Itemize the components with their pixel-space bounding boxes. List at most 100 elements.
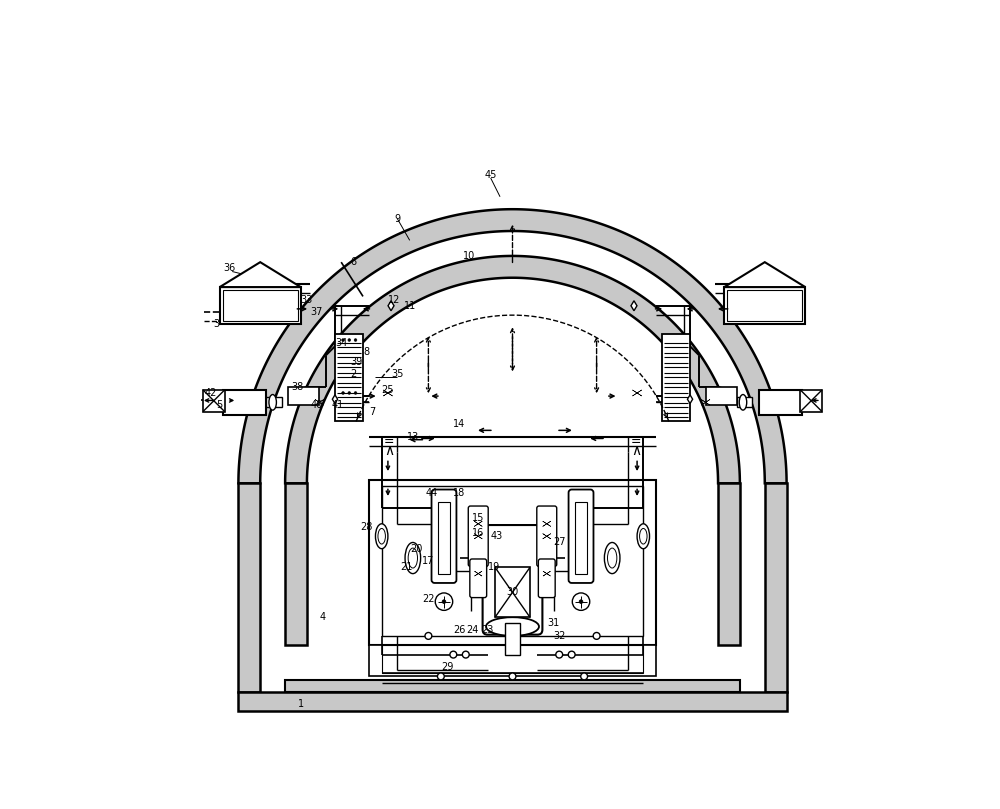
Bar xyxy=(369,646,656,676)
Polygon shape xyxy=(701,400,710,405)
Text: 3: 3 xyxy=(214,320,220,329)
Text: 5: 5 xyxy=(217,400,223,410)
Text: 29: 29 xyxy=(441,662,453,672)
Text: 16: 16 xyxy=(472,528,484,538)
Text: 6: 6 xyxy=(351,257,357,267)
FancyBboxPatch shape xyxy=(538,559,555,598)
Polygon shape xyxy=(687,395,693,404)
Text: ≡: ≡ xyxy=(384,434,394,447)
Bar xyxy=(575,502,587,574)
Text: 13: 13 xyxy=(407,431,419,442)
Text: 18: 18 xyxy=(453,488,466,498)
Text: 41: 41 xyxy=(332,400,344,410)
Bar xyxy=(335,334,363,421)
Polygon shape xyxy=(383,390,393,396)
Text: 32: 32 xyxy=(553,631,565,641)
Bar xyxy=(382,486,643,636)
Text: 4: 4 xyxy=(319,612,326,622)
Text: 1: 1 xyxy=(298,700,304,709)
Text: 10: 10 xyxy=(463,251,475,261)
Text: 35: 35 xyxy=(391,369,403,379)
Text: 14: 14 xyxy=(453,419,466,429)
Polygon shape xyxy=(631,301,637,311)
Circle shape xyxy=(437,673,444,680)
Bar xyxy=(662,334,690,421)
Bar xyxy=(220,287,301,324)
FancyBboxPatch shape xyxy=(432,489,456,583)
Text: 19: 19 xyxy=(488,562,500,573)
Circle shape xyxy=(354,392,357,394)
Text: 28: 28 xyxy=(360,522,372,532)
Bar xyxy=(238,483,260,692)
Text: 38: 38 xyxy=(291,382,304,392)
Bar xyxy=(765,483,787,692)
Text: 8: 8 xyxy=(363,348,369,358)
Bar xyxy=(438,502,450,574)
Polygon shape xyxy=(543,534,551,539)
Bar xyxy=(724,287,805,324)
Polygon shape xyxy=(474,534,482,539)
Polygon shape xyxy=(701,400,710,405)
Bar xyxy=(203,390,225,412)
Bar xyxy=(737,397,752,407)
Ellipse shape xyxy=(640,528,647,544)
Text: 17: 17 xyxy=(422,556,435,566)
Bar xyxy=(759,390,802,415)
Text: 30: 30 xyxy=(506,587,519,597)
Text: 7: 7 xyxy=(369,407,375,417)
Text: 22: 22 xyxy=(422,594,435,604)
Text: 31: 31 xyxy=(547,618,559,629)
Text: 37: 37 xyxy=(310,307,322,317)
Polygon shape xyxy=(632,390,642,396)
Text: 26: 26 xyxy=(453,625,466,635)
Polygon shape xyxy=(383,390,393,396)
FancyBboxPatch shape xyxy=(569,489,593,583)
Bar xyxy=(727,290,802,321)
Ellipse shape xyxy=(607,548,617,568)
Ellipse shape xyxy=(405,543,421,574)
Circle shape xyxy=(462,651,469,658)
Text: ≡: ≡ xyxy=(631,434,641,447)
Text: 20: 20 xyxy=(410,544,422,553)
FancyBboxPatch shape xyxy=(537,506,557,566)
Circle shape xyxy=(593,633,600,639)
Polygon shape xyxy=(474,521,482,527)
Text: 36: 36 xyxy=(223,264,235,273)
Text: ∧: ∧ xyxy=(631,444,641,458)
Circle shape xyxy=(342,392,344,394)
Circle shape xyxy=(568,651,575,658)
Ellipse shape xyxy=(637,523,650,549)
Polygon shape xyxy=(543,534,551,539)
Circle shape xyxy=(348,392,351,394)
Bar xyxy=(223,290,298,321)
Polygon shape xyxy=(388,301,394,311)
Bar xyxy=(238,692,787,710)
Text: 9: 9 xyxy=(394,214,400,223)
Text: 40: 40 xyxy=(310,400,322,410)
Bar xyxy=(495,567,530,617)
Text: 39: 39 xyxy=(351,357,363,366)
Bar xyxy=(223,390,266,415)
Ellipse shape xyxy=(269,395,276,410)
FancyBboxPatch shape xyxy=(470,559,487,598)
Circle shape xyxy=(509,673,516,680)
Ellipse shape xyxy=(378,528,385,544)
Polygon shape xyxy=(315,400,324,405)
Circle shape xyxy=(442,599,446,604)
Polygon shape xyxy=(220,262,301,287)
Polygon shape xyxy=(724,262,805,287)
Text: ∧: ∧ xyxy=(384,444,394,458)
Text: 15: 15 xyxy=(472,513,484,523)
Polygon shape xyxy=(543,521,551,527)
Text: 21: 21 xyxy=(400,562,413,573)
Bar xyxy=(382,646,643,673)
Bar xyxy=(285,483,307,646)
Circle shape xyxy=(450,651,457,658)
Bar xyxy=(266,397,282,407)
Text: 33: 33 xyxy=(301,294,313,304)
Polygon shape xyxy=(332,395,338,404)
Ellipse shape xyxy=(408,548,418,568)
Ellipse shape xyxy=(604,543,620,574)
Bar xyxy=(369,481,656,646)
Circle shape xyxy=(572,593,590,610)
